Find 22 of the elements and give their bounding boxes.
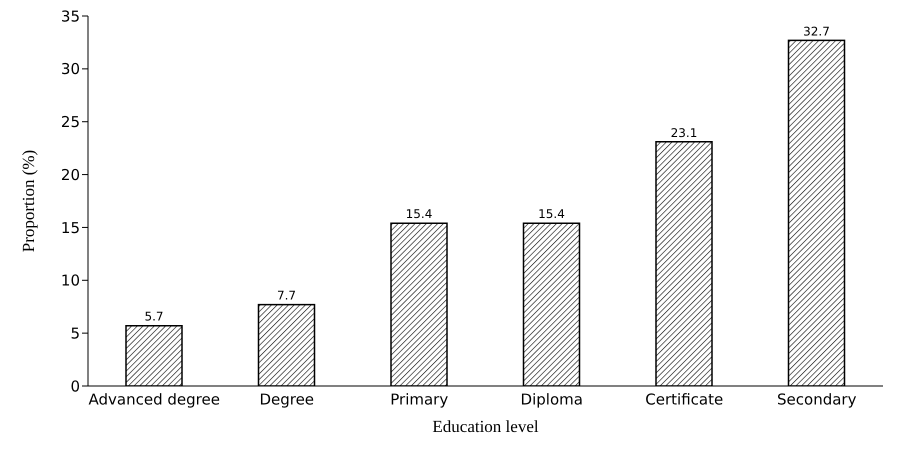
data-label: 15.4 [538,207,565,222]
y-tick-label: 5 [70,324,80,342]
x-tick-label: Advanced degree [88,390,220,409]
data-label: 23.1 [670,126,698,140]
y-axis-title: Proportion (%) [19,150,38,252]
y-tick-label: 30 [60,60,80,78]
y-tick-label: 25 [60,113,80,132]
x-tick-label: Primary [390,390,448,409]
x-tick-label: Certificate [645,390,724,409]
x-tick-label: Secondary [777,390,857,409]
data-label: 5.7 [144,310,164,324]
y-tick-label: 0 [70,377,80,396]
data-label: 15.4 [406,207,432,222]
x-tick-label: Diploma [520,390,583,409]
data-label: 7.7 [276,288,296,303]
y-tick-label: 15 [60,218,80,237]
x-axis-title: Education level [432,417,539,436]
y-tick-label: 20 [60,166,80,184]
y-tick-label: 10 [60,272,80,290]
x-tick-label: Degree [259,390,314,409]
y-tick-label: 35 [60,7,80,26]
data-label: 32.7 [803,24,830,38]
